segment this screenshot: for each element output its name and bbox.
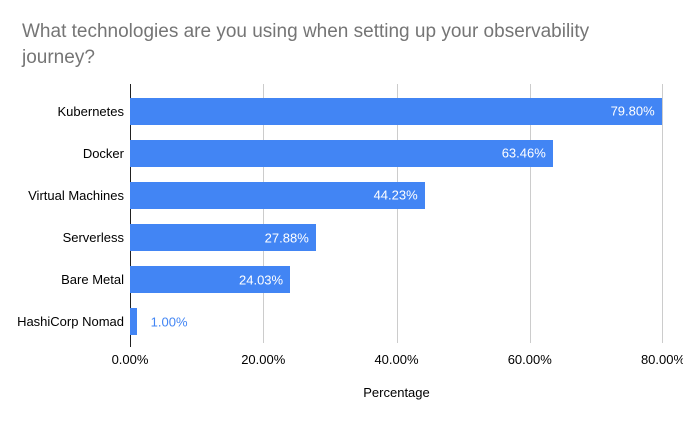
gridline	[263, 84, 265, 343]
value-label: 1.00%	[150, 314, 188, 330]
category-label: Serverless	[62, 230, 124, 246]
x-axis-title: Percentage	[363, 385, 430, 400]
bar-bare-metal[interactable]: 24.03%	[130, 266, 291, 294]
axis-baseline	[130, 84, 131, 347]
x-tick-label: 20.00%	[241, 352, 286, 367]
value-label: 24.03%	[239, 272, 284, 288]
bar-row: Serverless 27.88%	[63, 217, 663, 259]
bar-row: Virtual Machines 44.23%	[28, 174, 663, 216]
x-tick-label: 60.00%	[507, 352, 552, 367]
gridline	[396, 84, 398, 343]
value-label: 27.88%	[264, 230, 309, 246]
category-label: Bare Metal	[61, 272, 124, 288]
value-label: 44.23%	[373, 187, 418, 203]
category-label: Kubernetes	[57, 103, 125, 119]
bar-row: Bare Metal 24.03%	[61, 259, 663, 301]
category-label: HashiCorp Nomad	[17, 314, 124, 330]
chart-title: What technologies are you using when set…	[22, 21, 590, 68]
bar-serverless[interactable]: 27.88%	[130, 224, 316, 252]
bar-series: Kubernetes 79.80% Docker 63.46% Virtual …	[17, 90, 663, 343]
gridline	[662, 84, 663, 343]
x-tick-label: 40.00%	[374, 352, 419, 367]
bar-hashicorp-nomad[interactable]: 1.00%	[130, 308, 188, 336]
bar-row: Kubernetes 79.80%	[58, 90, 663, 132]
bar-kubernetes[interactable]: 79.80%	[130, 97, 662, 125]
category-label: Docker	[82, 145, 124, 161]
x-tick-label: 80.00%	[640, 352, 683, 367]
value-label: 79.80%	[610, 103, 655, 119]
bar-row: HashiCorp Nomad 1.00%	[17, 301, 663, 343]
bar-docker[interactable]: 63.46%	[130, 139, 553, 167]
value-label: 63.46%	[501, 145, 546, 161]
bar-virtual-machines[interactable]: 44.23%	[130, 181, 425, 209]
x-tick-label: 0.00%	[111, 352, 149, 367]
gridline	[529, 84, 531, 343]
category-label: Virtual Machines	[28, 187, 124, 203]
bar-row: Docker 63.46%	[83, 132, 663, 174]
plot-area: Kubernetes 79.80% Docker 63.46% Virtual …	[17, 84, 683, 400]
